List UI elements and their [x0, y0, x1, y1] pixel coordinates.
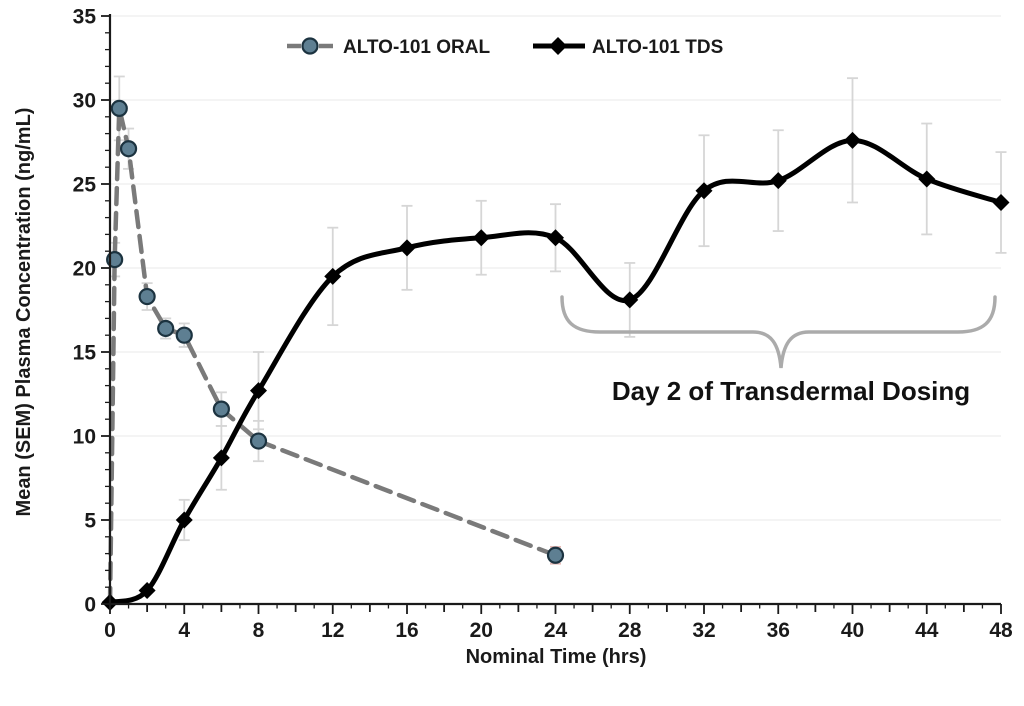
x-tick-label: 8	[253, 619, 265, 642]
data-point-tds	[621, 291, 639, 309]
x-tick-label: 4	[178, 619, 190, 642]
y-tick-label: 15	[73, 342, 97, 365]
data-point-tds	[769, 172, 787, 190]
data-point-oral	[119, 140, 138, 158]
legend-tds-diamond-marker-icon	[549, 37, 567, 55]
x-tick-label: 16	[395, 619, 418, 642]
x-axis-title: Nominal Time (hrs)	[466, 646, 647, 668]
data-point-tds	[175, 511, 193, 529]
x-tick-label: 40	[841, 619, 864, 642]
legend-label-tds: ALTO-101 TDS	[592, 37, 723, 58]
x-tick-label: 12	[321, 619, 344, 642]
data-point-tds	[250, 382, 267, 400]
x-tick-label: 44	[915, 619, 939, 642]
legend-label-oral: ALTO-101 ORAL	[343, 37, 490, 58]
brace-annotation-icon	[560, 295, 997, 369]
data-point-tds	[695, 182, 713, 200]
data-point-oral	[175, 326, 193, 344]
data-point-tds	[992, 193, 1010, 211]
x-tick-label: 0	[104, 619, 116, 642]
y-tick-label: 5	[84, 510, 96, 533]
data-point-tds	[472, 229, 490, 247]
data-point-tds	[324, 267, 342, 285]
legend-oral-circle-marker-icon	[301, 37, 319, 55]
legend: ALTO-101 ORAL ALTO-101 TDS	[287, 37, 723, 58]
data-point-oral	[249, 432, 268, 450]
y-tick-label: 10	[73, 426, 96, 449]
y-tick-label: 25	[73, 174, 97, 197]
y-tick-label: 0	[84, 594, 96, 617]
series-line-tds	[107, 137, 1004, 605]
data-point-tds	[138, 582, 156, 600]
data-point-oral	[157, 319, 175, 338]
y-tick-label: 30	[73, 90, 96, 113]
y-tick-label: 35	[73, 6, 97, 29]
x-tick-label: 28	[618, 619, 642, 642]
y-axis-title: Mean (SEM) Plasma Concentration (ng/mL)	[13, 108, 35, 517]
data-point-oral	[546, 546, 565, 564]
data-point-tds	[547, 229, 564, 247]
data-point-tds	[918, 170, 936, 188]
data-point-oral	[212, 400, 230, 418]
x-tick-label: 48	[989, 619, 1013, 642]
annotation-label: Day 2 of Transdermal Dosing	[612, 376, 970, 406]
x-tick-label: 32	[692, 619, 715, 642]
data-point-tds	[212, 449, 230, 467]
data-point-tds	[844, 131, 861, 149]
x-tick-label: 20	[470, 619, 493, 642]
data-point-tds	[398, 239, 416, 257]
data-point-oral	[138, 287, 156, 306]
data-point-oral	[110, 99, 128, 118]
x-tick-label: 24	[544, 619, 568, 642]
x-tick-label: 36	[767, 619, 790, 642]
y-tick-label: 20	[73, 258, 96, 281]
